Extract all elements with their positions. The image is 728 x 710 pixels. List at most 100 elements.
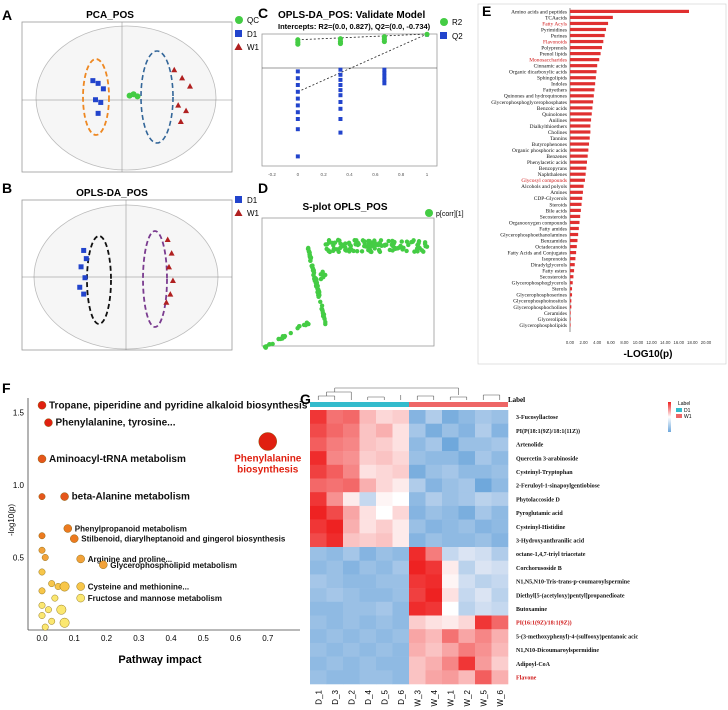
heatmap-cell xyxy=(392,629,410,644)
heatmap-cell xyxy=(491,464,509,479)
s-plot-point xyxy=(387,247,393,253)
r2-point xyxy=(424,31,430,37)
heatmap-cell xyxy=(491,492,509,507)
q2-point xyxy=(295,117,300,121)
label-row-title: Label xyxy=(508,396,525,404)
bar-label-e: Glycerophospholipids xyxy=(519,323,567,329)
heatmap-cell xyxy=(392,519,410,534)
legend-label-w1-a: W1 xyxy=(247,43,260,52)
d1-point xyxy=(77,284,83,290)
legend-b: D1 W1 xyxy=(234,196,260,218)
heatmap-cell xyxy=(343,574,360,589)
heatmap-cell xyxy=(409,642,426,657)
heatmap-cell xyxy=(343,656,360,671)
heatmap-row-label: Quercetin 3-arabinoside xyxy=(516,456,578,462)
heatmap-cell xyxy=(475,464,492,479)
bar-label-e: Phenylacetic acids xyxy=(527,160,567,166)
x-tick-label-e: 12.00 xyxy=(646,340,657,345)
heatmap-cell xyxy=(326,615,344,630)
bar-e xyxy=(570,232,579,237)
legend-d: p[corr][1] xyxy=(425,209,464,218)
x-tick-label-e: 18.00 xyxy=(687,340,698,345)
legend-marker-d1-b xyxy=(235,196,242,203)
pathway-bubble xyxy=(41,554,49,561)
heatmap-cell xyxy=(376,423,393,438)
legend-marker-d1-a xyxy=(235,30,242,37)
s-plot-point xyxy=(331,246,337,251)
chart-title-c: OPLS-DA_POS: Validate Model xyxy=(278,10,425,21)
heatmap-cell xyxy=(409,656,426,671)
heatmap-cell xyxy=(442,492,459,507)
heatmap-row-label: Pyroglutamic acid xyxy=(516,511,563,517)
q2-point xyxy=(382,71,387,76)
heatmap-cell xyxy=(425,601,443,616)
bubble-label-line2: biosynthesis xyxy=(237,465,299,476)
bar-label-e: Bile acids xyxy=(546,208,567,214)
heatmap-cell xyxy=(491,601,509,616)
bubble-label: Arginine and proline... xyxy=(88,555,172,564)
heatmap-cell xyxy=(343,547,360,561)
heatmap-cell xyxy=(310,601,327,616)
heatmap-row-label: Cysteinyl-Tryptophan xyxy=(516,470,573,476)
heatmap-cell xyxy=(343,601,360,616)
panel-b: B OPLS-DA_POS D1 W1 xyxy=(2,180,260,351)
heatmap-cell xyxy=(409,560,426,575)
bar-e xyxy=(570,190,583,194)
heatmap-cell xyxy=(409,478,426,493)
s-plot-point xyxy=(297,323,302,329)
heatmap-cell xyxy=(475,423,492,438)
heatmap-cell xyxy=(409,464,426,479)
group-ellipse-w1-a xyxy=(140,50,174,144)
heatmap-cell xyxy=(326,629,344,644)
heatmap-cell xyxy=(409,670,426,685)
legend-label-d1-a: D1 xyxy=(247,30,258,39)
panel-g: G 3-Fucosyllactose PI(P(18:1(9Z)/18:1(11Z… xyxy=(300,387,692,706)
x-ticks-c: -0.2 0 0.2 0.4 0.6 0.8 1 xyxy=(268,172,429,177)
bar-label-e: Prenol lipids xyxy=(540,52,567,58)
heatmap-cell xyxy=(359,547,377,561)
bar-label-e: Organic phosphoric acids xyxy=(512,148,567,154)
s-plot-point xyxy=(400,247,405,252)
bar-label-e: Fatty amides xyxy=(539,226,567,232)
bar-label-e: Fattyethers xyxy=(543,88,567,94)
heatmap-cell xyxy=(343,588,360,603)
pathway-bubble xyxy=(38,546,46,554)
bar-label-e: Benzenes xyxy=(546,154,567,160)
heatmap-cell xyxy=(475,574,492,589)
heatmap-cell xyxy=(359,410,377,424)
heatmap-cell xyxy=(425,492,443,507)
bar-e xyxy=(570,33,605,38)
s-plot-point xyxy=(314,284,319,289)
q2-point xyxy=(295,103,300,108)
heatmap-cell xyxy=(310,464,327,479)
bar-e xyxy=(570,160,587,164)
pathway-bubble xyxy=(60,492,69,501)
heatmap-cell xyxy=(409,423,426,438)
bubble-label: Cysteine and methionine... xyxy=(88,583,189,592)
s-plot-point xyxy=(404,239,410,244)
heatmap-cell xyxy=(458,629,476,644)
bar-e xyxy=(570,208,581,212)
s-plot-point xyxy=(313,276,318,281)
x-tick-label-f: 0.7 xyxy=(262,634,274,643)
s-plot-point xyxy=(314,279,319,285)
d1-point xyxy=(90,78,96,84)
bar-e xyxy=(570,27,607,32)
x-tick-label-c: 0.6 xyxy=(372,172,379,177)
heatmap-cell xyxy=(475,615,492,630)
pathway-bubble xyxy=(258,432,277,451)
group-bar-w1 xyxy=(409,402,508,407)
w1-point xyxy=(187,83,193,89)
x-axis-title-f: Pathway impact xyxy=(118,654,201,666)
x-tick-label-e: 4.00 xyxy=(593,340,602,345)
legend-title-g: Label xyxy=(678,401,690,407)
heatmap-cell xyxy=(310,588,327,603)
pathway-bubble xyxy=(38,568,46,576)
q2-regression-line xyxy=(297,33,428,93)
legend-swatch-d1-g xyxy=(676,408,682,412)
heatmap-cell xyxy=(326,560,344,575)
bar-e xyxy=(570,21,609,26)
y-tick-label-f: 1.5 xyxy=(13,409,25,418)
heatmap-cell xyxy=(425,547,443,561)
